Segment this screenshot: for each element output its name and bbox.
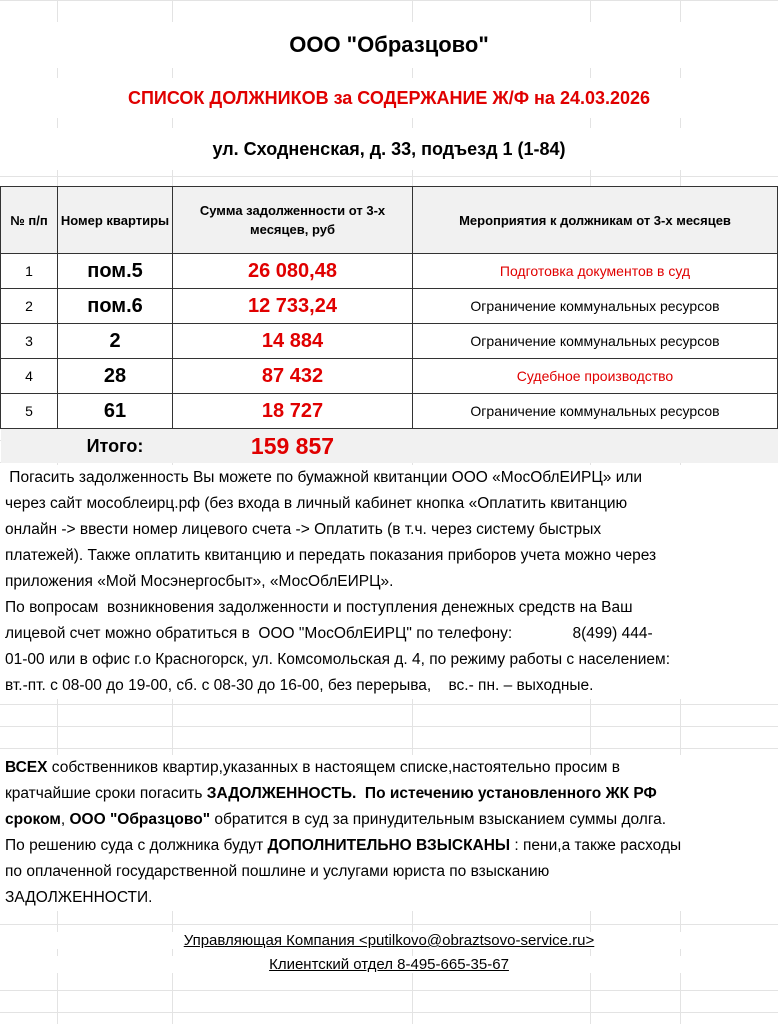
text-line: По решению суда с должника будут ДОПОЛНИ… <box>5 833 778 859</box>
text-line: онлайн -> ввести номер лицевого счета ->… <box>5 517 778 543</box>
company-title: ООО "Образцово" <box>0 22 778 68</box>
text-line: Погасить задолженность Вы можете по бума… <box>5 465 778 491</box>
address: ул. Сходненская, д. 33, подъезд 1 (1-84) <box>0 128 778 170</box>
measure: Ограничение коммунальных ресурсов <box>412 288 778 324</box>
text-line: ЗАДОЛЖЕННОСТИ. <box>5 885 778 911</box>
text-line: приложения «Мой Мосэнергосбыт», «МосОблЕ… <box>5 569 778 595</box>
apartment-number: пом.5 <box>57 253 173 289</box>
row-number: 4 <box>0 358 58 394</box>
text-line: по оплаченной государственной пошлине и … <box>5 859 778 885</box>
text-segment: ЗАДОЛЖЕННОСТИ. <box>5 889 153 906</box>
text-segment: ООО "Образцово" <box>69 811 211 828</box>
text-line: кратчайшие сроки погасить ЗАДОЛЖЕННОСТЬ.… <box>5 781 778 807</box>
text-segment: , <box>60 811 70 828</box>
header-apartment: Номер квартиры <box>57 186 173 254</box>
text-line: платежей). Также оплатить квитанцию и пе… <box>5 543 778 569</box>
header-measures: Мероприятия к должникам от 3-х месяцев <box>412 186 778 254</box>
apartment-number: 28 <box>57 358 173 394</box>
table-row: 5 61 18 727 Ограничение коммунальных ресурс… <box>0 393 778 429</box>
debt-amount: 87 432 <box>172 358 413 394</box>
header-debt-sum: Сумма задолженности от 3-х месяцев, руб <box>172 186 413 254</box>
row-number: 3 <box>0 323 58 359</box>
table-row: 3 2 14 884 Ограничение коммунальных ресурсо… <box>0 323 778 359</box>
text-segment: ЗАДОЛЖЕННОСТЬ. По истечению установленно… <box>206 785 657 802</box>
debtors-table: № п/п Номер квартиры Сумма задолженности… <box>0 186 778 463</box>
text-segment: вт.-пт. с 08-00 до 19-00, сб. с 08-30 до… <box>5 677 594 694</box>
text-segment: ДОПОЛНИТЕЛЬНО ВЗЫСКАНЫ <box>267 837 511 854</box>
text-segment: по оплаченной государственной пошлине и … <box>5 863 550 880</box>
text-segment: ВСЕХ <box>5 759 48 776</box>
text-segment: собственников квартир,указанных в настоя… <box>47 759 621 776</box>
text-segment: кратчайшие сроки погасить <box>5 785 207 802</box>
text-segment: По решению суда с должника будут <box>5 837 268 854</box>
text-segment: По вопросам возникновения задолженности … <box>5 599 633 616</box>
measure: Судебное производство <box>412 358 778 394</box>
client-department-phone: Клиентский отдел 8-495-665-35-67 <box>0 956 778 973</box>
text-line: лицевой счет можно обратиться в ООО "Мос… <box>5 621 778 647</box>
text-segment: через сайт мособлеирц.рф (без входа в ли… <box>5 495 628 512</box>
measure: Ограничение коммунальных ресурсов <box>412 323 778 359</box>
table-row: 4 28 87 432 Судебное производство <box>0 358 778 394</box>
debt-amount: 26 080,48 <box>172 253 413 289</box>
total-label: Итого: <box>57 428 173 463</box>
text-segment: приложения «Мой Мосэнергосбыт», «МосОблЕ… <box>5 573 394 590</box>
row-number: 5 <box>0 393 58 429</box>
text-segment: лицевой счет можно обратиться в ООО "Мос… <box>5 625 653 642</box>
payment-info: Погасить задолженность Вы можете по бума… <box>0 465 778 699</box>
apartment-number: 61 <box>57 393 173 429</box>
table-row: 1 пом.5 26 080,48 Подготовка документов в с… <box>0 253 778 289</box>
text-segment: 01-00 или в офис г.о Красногорск, ул. Ко… <box>5 651 670 668</box>
text-segment: Погасить задолженность Вы можете по бума… <box>5 469 643 486</box>
text-segment: онлайн -> ввести номер лицевого счета ->… <box>5 521 602 538</box>
apartment-number: пом.6 <box>57 288 173 324</box>
text-segment: обратится в суд за принудительным взыска… <box>210 811 667 828</box>
total-row: Итого: 159 857 <box>0 428 778 463</box>
text-segment: платежей). Также оплатить квитанцию и пе… <box>5 547 657 564</box>
text-line: через сайт мособлеирц.рф (без входа в ли… <box>5 491 778 517</box>
debtors-list-title: СПИСОК ДОЛЖНИКОВ за СОДЕРЖАНИЕ Ж/Ф на 24… <box>0 78 778 118</box>
measure: Ограничение коммунальных ресурсов <box>412 393 778 429</box>
header-number: № п/п <box>0 186 58 254</box>
text-line: сроком, ООО "Образцово" обратится в суд … <box>5 807 778 833</box>
apartment-number: 2 <box>57 323 173 359</box>
debt-amount: 14 884 <box>172 323 413 359</box>
management-company-contact[interactable]: Управляющая Компания <putilkovo@obraztso… <box>0 932 778 949</box>
text-segment: : пени,а также расходы <box>510 837 682 854</box>
measure: Подготовка документов в суд <box>412 253 778 289</box>
text-line: 01-00 или в офис г.о Красногорск, ул. Ко… <box>5 647 778 673</box>
text-line: ВСЕХ собственников квартир,указанных в н… <box>5 755 778 781</box>
debt-amount: 12 733,24 <box>172 288 413 324</box>
total-value: 159 857 <box>172 428 413 463</box>
text-line: По вопросам возникновения задолженности … <box>5 595 778 621</box>
text-line: вт.-пт. с 08-00 до 19-00, сб. с 08-30 до… <box>5 673 778 699</box>
debt-notice: ВСЕХ собственников квартир,указанных в н… <box>0 755 778 911</box>
row-number: 1 <box>0 253 58 289</box>
text-segment: сроком <box>5 811 61 828</box>
row-number: 2 <box>0 288 58 324</box>
debt-amount: 18 727 <box>172 393 413 429</box>
table-row: 2 пом.6 12 733,24 Ограничение коммунальных … <box>0 288 778 324</box>
